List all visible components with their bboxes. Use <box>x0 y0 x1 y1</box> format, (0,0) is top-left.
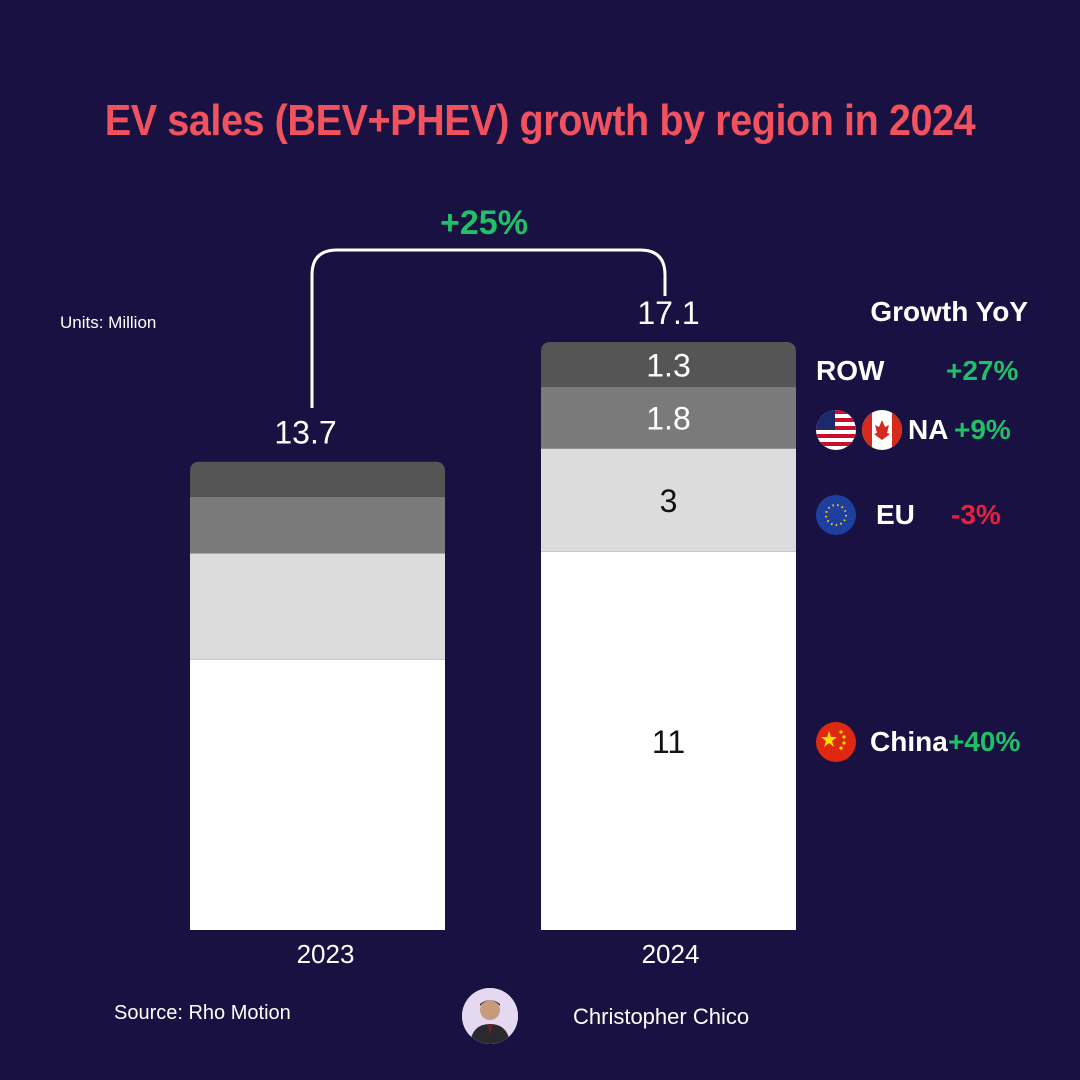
china-flag-icon <box>816 722 856 762</box>
bar-segment-row-2024 <box>541 342 796 387</box>
bar-segment-na-2024 <box>541 386 796 449</box>
segment-label-eu-2024: 3 <box>660 483 678 519</box>
total-label-2024: 17.1 <box>637 295 699 331</box>
author-name: Christopher Chico <box>573 1004 750 1029</box>
legend-row-eu: EU -3% <box>816 495 1001 535</box>
bar-segment-row-2023 <box>190 461 445 497</box>
author-avatar <box>462 988 518 1044</box>
legend-growth-row: +27% <box>946 355 1019 386</box>
legend-growth-na: +9% <box>954 414 1011 445</box>
legend-name-china: China <box>870 726 948 757</box>
segment-label-na-2024: 1.8 <box>646 401 690 437</box>
legend-name-eu: EU <box>876 499 915 530</box>
eu-flag-icon <box>816 495 856 535</box>
legend-name-row: ROW <box>816 355 885 386</box>
bar-segment-na-2023 <box>190 496 445 554</box>
legend-row-china: China +40% <box>816 722 1020 762</box>
legend-row-na: NA +9% <box>816 410 1011 450</box>
chart-title: EV sales (BEV+PHEV) growth by region in … <box>104 96 976 145</box>
total-label-2023: 13.7 <box>274 415 336 451</box>
growth-bracket <box>310 248 667 408</box>
legend-growth-eu: -3% <box>951 499 1001 530</box>
us-flag-icon <box>816 410 856 450</box>
total-change-label: +25% <box>440 204 528 242</box>
segment-label-row-2024: 1.3 <box>646 347 690 383</box>
legend-name-na: NA <box>908 414 949 445</box>
legend-growth-china: +40% <box>948 726 1021 757</box>
canada-flag-icon <box>862 410 902 450</box>
segment-label-china-2024: 11 <box>652 724 685 760</box>
units-label: Units: Million <box>60 313 157 332</box>
bar-segment-china-2023 <box>190 659 445 930</box>
bar-segment-eu-2023 <box>190 553 445 660</box>
legend-row-row: ROW +27% <box>816 351 1018 391</box>
category-label-2024: 2024 <box>642 939 700 969</box>
source-note: Source: Rho Motion <box>114 1002 291 1024</box>
category-label-2023: 2023 <box>297 939 355 969</box>
growth-header: Growth YoY <box>870 296 1028 327</box>
bar-segment-china-2024 <box>541 551 796 930</box>
bar-segment-eu-2024 <box>541 448 796 552</box>
